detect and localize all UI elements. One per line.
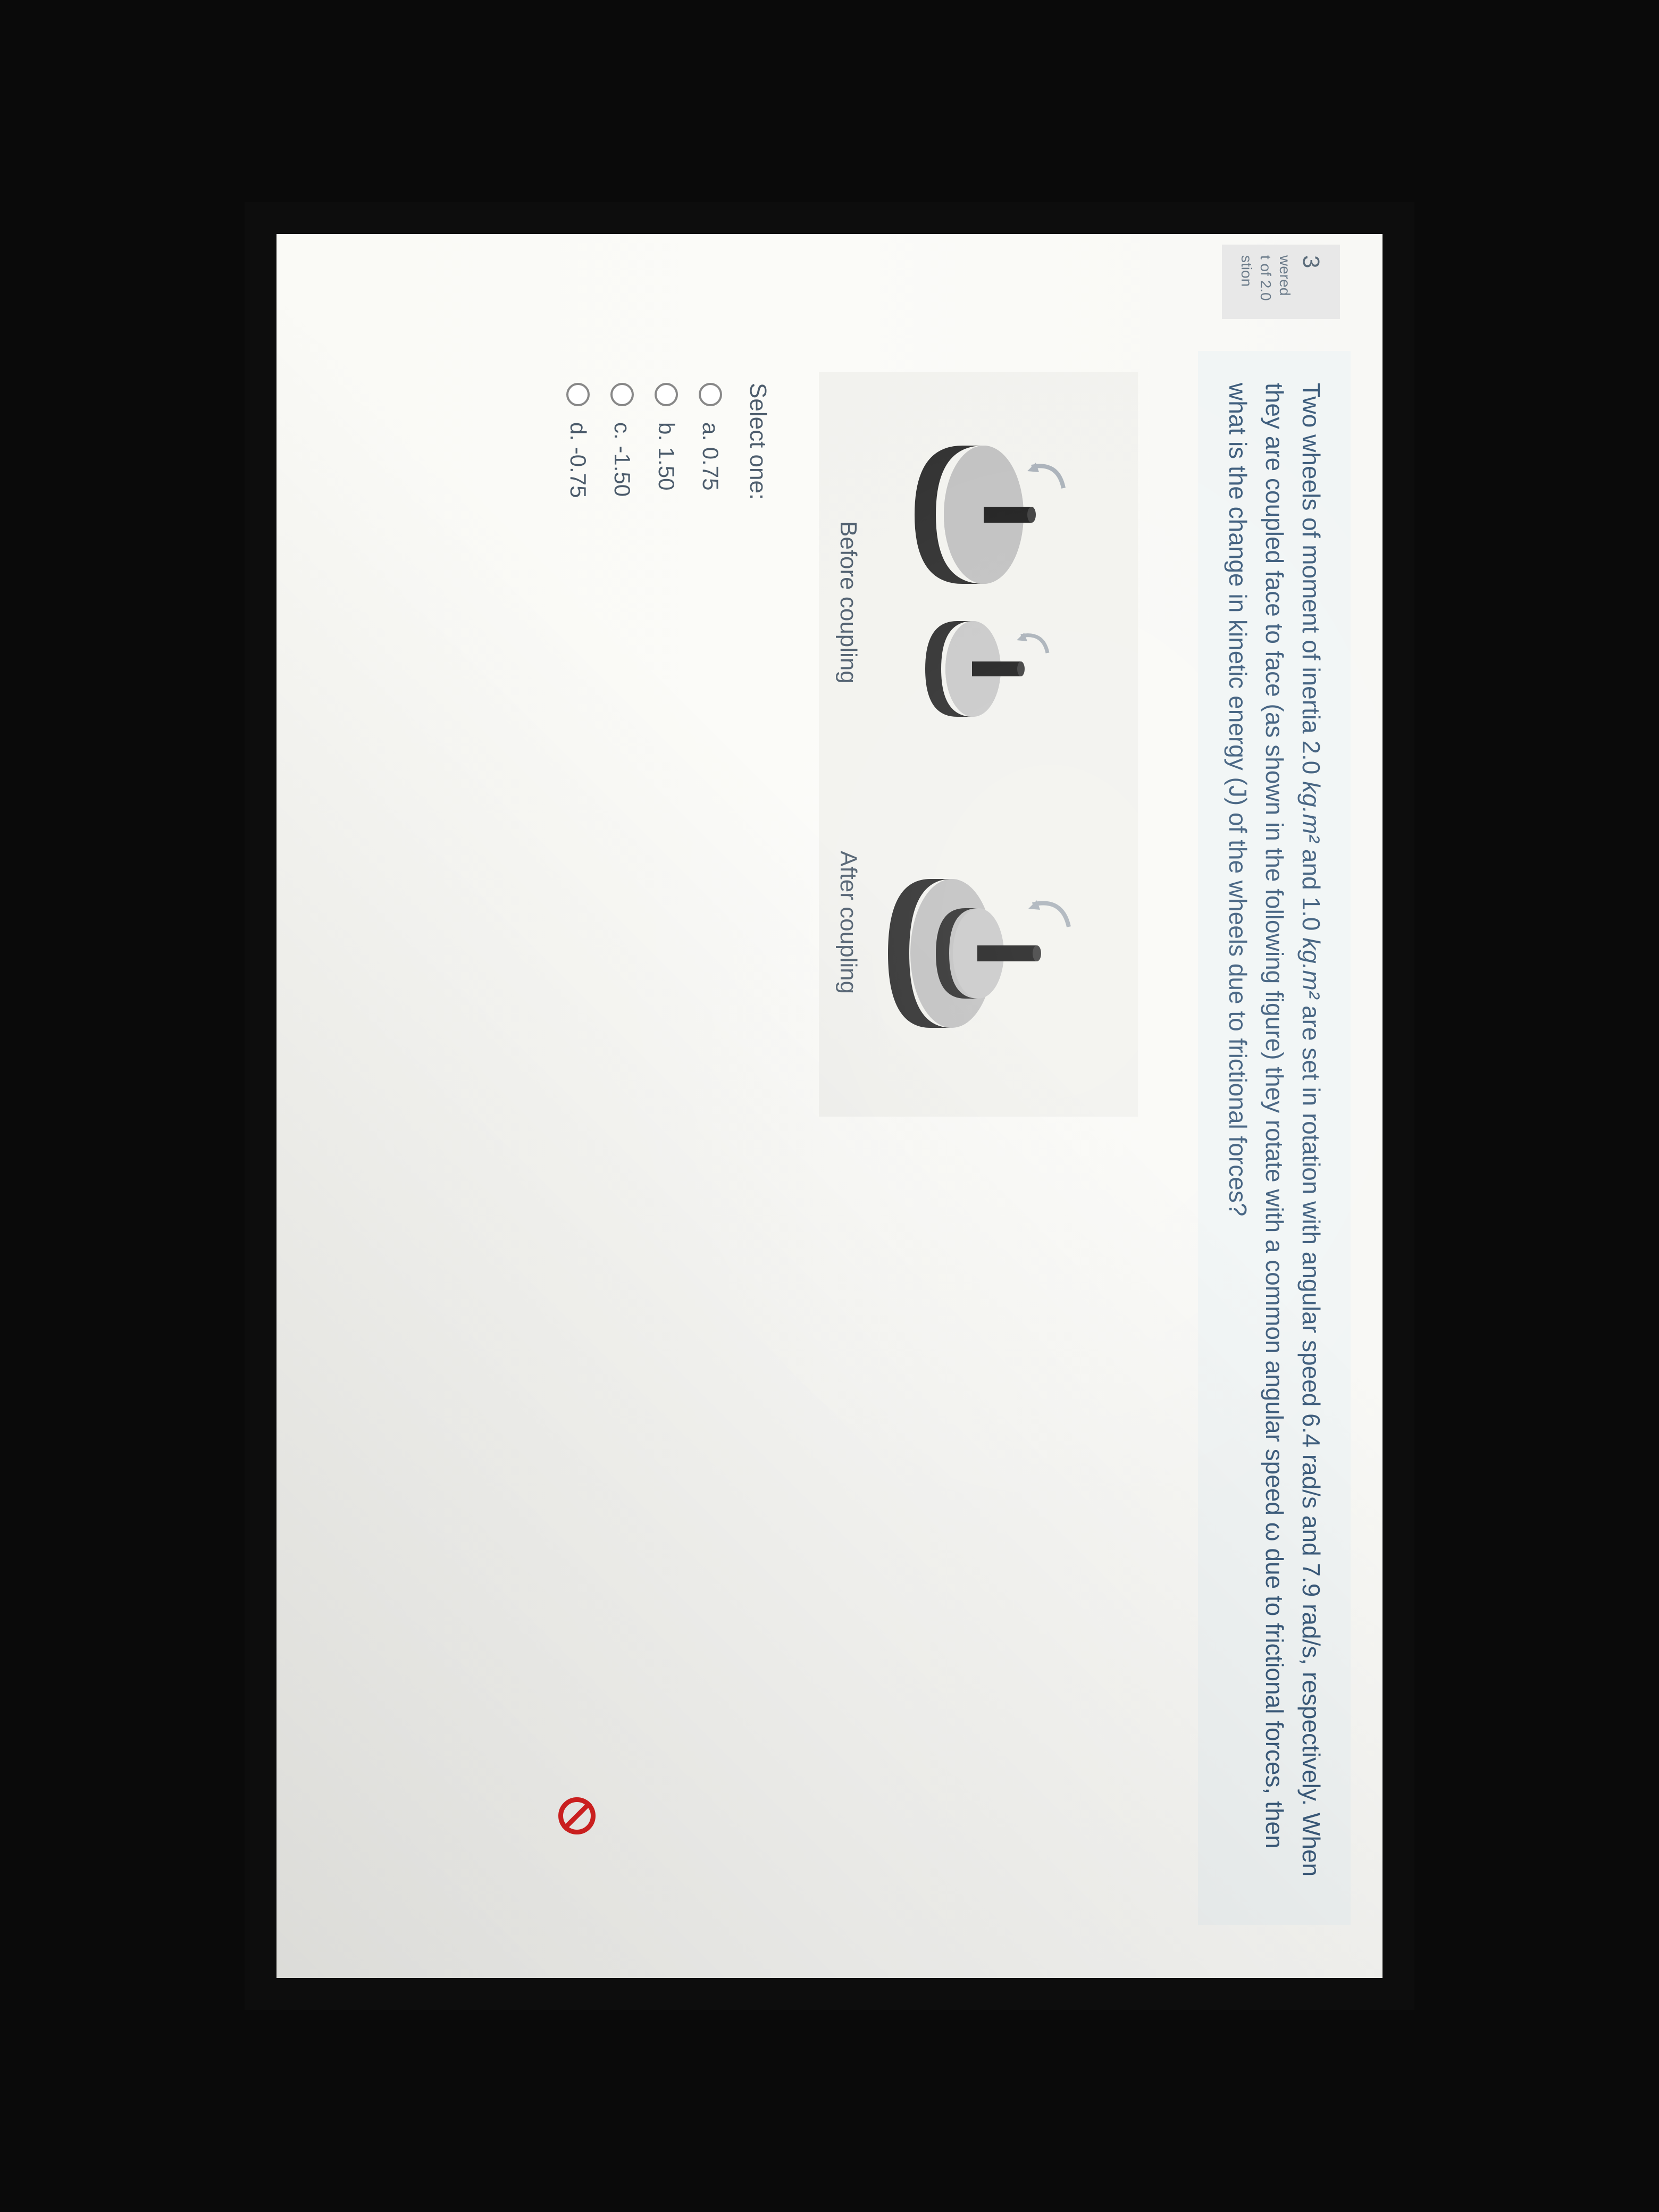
monitor-frame: 3 wered t of 2.0 stion Two wheels of mom…: [245, 202, 1414, 2010]
option-label: d. -0.75: [565, 422, 591, 498]
option-value: -0.75: [566, 447, 591, 498]
shaft-large: [984, 507, 1032, 523]
option-a-row[interactable]: a. 0.75: [698, 383, 723, 500]
shaft-coupled: [977, 945, 1037, 961]
question-text: Two wheels of moment of inertia 2.0 kg.m…: [1219, 383, 1329, 1893]
option-c-row[interactable]: c. -1.50: [609, 383, 635, 500]
radio-button[interactable]: [699, 383, 722, 406]
shaft-cap: [1033, 945, 1041, 961]
qtext-part4: due to frictional forces?: [1224, 963, 1252, 1217]
screen-content: 3 wered t of 2.0 stion Two wheels of mom…: [276, 234, 1382, 1978]
radio-button[interactable]: [655, 383, 678, 406]
figure-area: Before coupling After coupling: [819, 372, 1138, 1117]
shaft-cap: [1017, 661, 1025, 676]
select-one-prompt: Select one:: [744, 383, 771, 500]
question-number: 3: [1297, 255, 1324, 308]
option-label: c. -1.50: [609, 422, 635, 497]
rotated-screen-wrapper: 3 wered t of 2.0 stion Two wheels of mom…: [0, 362, 1659, 1850]
radio-button[interactable]: [610, 383, 634, 406]
unit2: kg.m²: [1297, 937, 1325, 999]
option-letter: a.: [698, 422, 723, 441]
shaft-small: [972, 661, 1021, 676]
blocked-cursor-icon: [553, 1797, 596, 1840]
option-letter: b.: [654, 422, 679, 441]
after-coupling-diagram: [867, 847, 1090, 1060]
before-coupling-label: Before coupling: [835, 521, 861, 684]
question-flag: stion: [1238, 255, 1255, 308]
radio-button[interactable]: [566, 383, 590, 406]
question-status: wered: [1276, 255, 1293, 308]
answer-section: Select one: a. 0.75 b. 1: [547, 383, 771, 500]
question-body: Two wheels of moment of inertia 2.0 kg.m…: [1198, 351, 1351, 1925]
question-sidebar: 3 wered t of 2.0 stion: [1201, 234, 1356, 330]
option-letter: c.: [610, 422, 635, 440]
qtext-part1b: and 1.0: [1297, 842, 1325, 937]
question-mark: t of 2.0: [1257, 255, 1274, 308]
option-value: 0.75: [698, 447, 723, 491]
no-entry-icon: [558, 1797, 596, 1834]
option-value: 1.50: [654, 447, 679, 491]
option-label: a. 0.75: [698, 422, 723, 490]
question-meta-box: 3 wered t of 2.0 stion: [1222, 245, 1340, 319]
option-label: b. 1.50: [653, 422, 679, 490]
after-coupling-label: After coupling: [835, 851, 861, 994]
qtext-part1: Two wheels of moment of inertia 2.0: [1297, 383, 1325, 781]
unit1: kg.m²: [1297, 781, 1325, 842]
option-d-row[interactable]: d. -0.75: [565, 383, 591, 500]
shaft-cap: [1027, 507, 1036, 523]
option-letter: d.: [566, 422, 591, 441]
photo-container: 3 wered t of 2.0 stion Two wheels of mom…: [0, 0, 1659, 2212]
option-value: -1.50: [610, 446, 635, 497]
qtext-part1c: are set in rotation with angular speed 6…: [1297, 999, 1325, 1556]
option-b-row[interactable]: b. 1.50: [653, 383, 679, 500]
before-coupling-diagram: [867, 430, 1090, 775]
